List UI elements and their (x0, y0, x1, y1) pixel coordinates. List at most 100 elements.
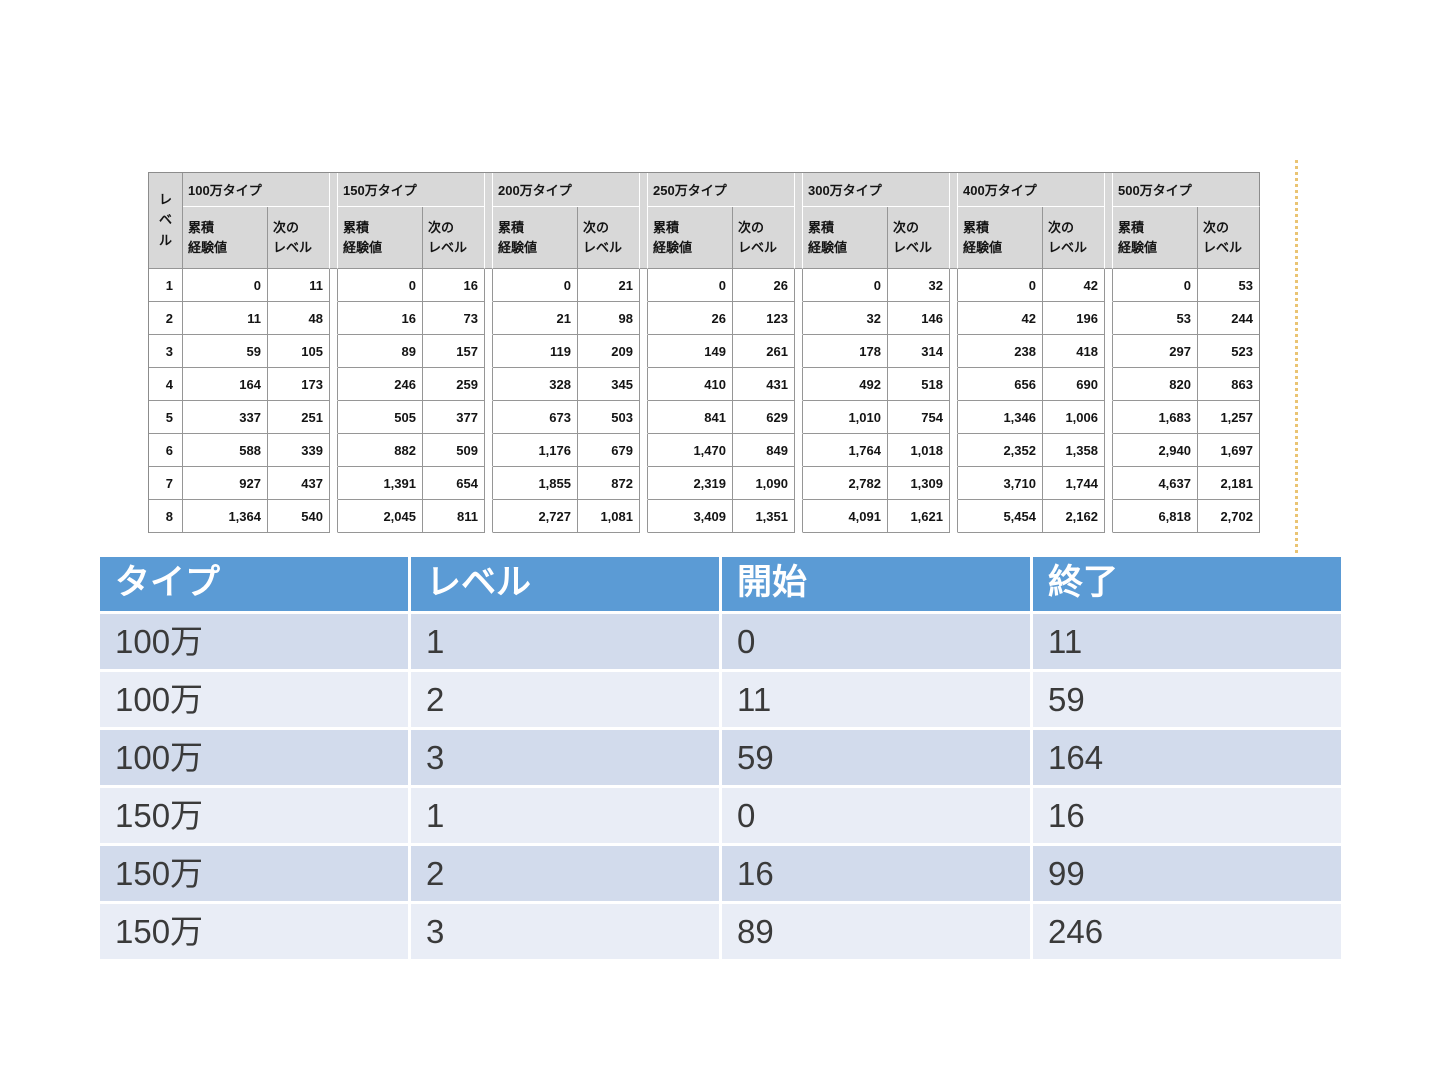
exp-table-next-level-cell: 863 (1198, 368, 1260, 401)
exp-table-next-level-header: 次の レベル (1198, 207, 1260, 269)
exp-table-group-spacer (330, 401, 338, 434)
exp-table-next-level-cell: 339 (268, 434, 330, 467)
exp-table-cumulative-cell: 2,940 (1113, 434, 1198, 467)
exp-table-group-spacer (950, 173, 958, 269)
exp-table-cumulative-cell: 337 (183, 401, 268, 434)
exp-table-group-spacer (1105, 434, 1113, 467)
exp-table-next-level-cell: 431 (733, 368, 795, 401)
exp-table-next-level-cell: 377 (423, 401, 485, 434)
exp-table-next-level-cell: 48 (268, 302, 330, 335)
exp-table-cumulative-cell: 164 (183, 368, 268, 401)
exp-table-next-level-cell: 1,309 (888, 467, 950, 500)
exp-table-next-level-cell: 1,697 (1198, 434, 1260, 467)
exp-table-cumulative-cell: 841 (648, 401, 733, 434)
exp-table-level-cell: 7 (149, 467, 183, 500)
exp-table-cumulative-cell: 492 (803, 368, 888, 401)
exp-table-group-spacer (640, 302, 648, 335)
exp-table-cumulative-cell: 246 (338, 368, 423, 401)
exp-table-group-spacer (795, 269, 803, 302)
exp-table-cumulative-cell: 2,319 (648, 467, 733, 500)
exp-table-group-spacer (485, 269, 493, 302)
exp-table-cumulative-header: 累積 経験値 (1113, 207, 1198, 269)
exp-table-next-level-cell: 26 (733, 269, 795, 302)
exp-table-next-level-cell: 754 (888, 401, 950, 434)
exp-table-cumulative-cell: 0 (183, 269, 268, 302)
exp-table-next-level-cell: 518 (888, 368, 950, 401)
exp-table-next-level-cell: 1,621 (888, 500, 950, 533)
summary-cell: 1 (411, 788, 719, 843)
exp-table-cumulative-cell: 1,364 (183, 500, 268, 533)
exp-table-next-level-cell: 540 (268, 500, 330, 533)
exp-table-level-cell: 8 (149, 500, 183, 533)
exp-table-cumulative-cell: 3,409 (648, 500, 733, 533)
exp-table-group-spacer (485, 302, 493, 335)
exp-table-next-level-cell: 105 (268, 335, 330, 368)
exp-table-group-spacer (950, 401, 958, 434)
summary-cell: 3 (411, 730, 719, 785)
exp-table-next-level-cell: 123 (733, 302, 795, 335)
exp-table-cumulative-cell: 0 (493, 269, 578, 302)
exp-table-cumulative-cell: 673 (493, 401, 578, 434)
exp-table-type-header: 400万タイプ (958, 173, 1105, 207)
exp-table-group-spacer (1105, 500, 1113, 533)
exp-table-group-spacer (1105, 368, 1113, 401)
exp-table-next-level-cell: 1,006 (1043, 401, 1105, 434)
exp-table-next-level-cell: 509 (423, 434, 485, 467)
exp-table-cumulative-cell: 2,782 (803, 467, 888, 500)
exp-table-group-spacer (640, 173, 648, 269)
exp-table-group-spacer (950, 368, 958, 401)
exp-table-next-level-cell: 1,358 (1043, 434, 1105, 467)
exp-table-next-level-cell: 1,744 (1043, 467, 1105, 500)
exp-table-group-spacer (795, 434, 803, 467)
exp-table-group-spacer (1105, 335, 1113, 368)
exp-table-cumulative-cell: 1,855 (493, 467, 578, 500)
exp-table-group-spacer (640, 335, 648, 368)
exp-table-next-level-header: 次の レベル (423, 207, 485, 269)
exp-table-next-level-cell: 1,090 (733, 467, 795, 500)
exp-table-group-spacer (640, 368, 648, 401)
exp-table-type-header: 300万タイプ (803, 173, 950, 207)
exp-table-next-level-cell: 811 (423, 500, 485, 533)
exp-table-cumulative-cell: 3,710 (958, 467, 1043, 500)
exp-table-cumulative-cell: 53 (1113, 302, 1198, 335)
exp-table-next-level-cell: 32 (888, 269, 950, 302)
exp-table-next-level-cell: 16 (423, 269, 485, 302)
exp-table-level-cell: 2 (149, 302, 183, 335)
exp-table-cumulative-cell: 0 (338, 269, 423, 302)
exp-table-cumulative-cell: 119 (493, 335, 578, 368)
exp-table-cumulative-cell: 0 (648, 269, 733, 302)
exp-table-level-cell: 5 (149, 401, 183, 434)
summary-cell: 100万 (100, 672, 408, 727)
exp-table-group-spacer (950, 302, 958, 335)
exp-table-group-spacer (640, 401, 648, 434)
summary-cell: 100万 (100, 730, 408, 785)
exp-table-type-header: 200万タイプ (493, 173, 640, 207)
summary-cell: 150万 (100, 788, 408, 843)
exp-table-level-cell: 6 (149, 434, 183, 467)
exp-table: レベル 100万タイプ 150万タイプ 200万タイプ 250万タイプ 300万タイプ 40… (148, 172, 1260, 533)
exp-table-next-level-cell: 690 (1043, 368, 1105, 401)
exp-table-group-spacer (330, 335, 338, 368)
summary-table: タイプ レベル 開始 終了 100万 1 0 11 100万 2 11 59 100万 3 59 164 150… (100, 557, 1341, 959)
exp-table-next-level-cell: 173 (268, 368, 330, 401)
exp-table-next-level-cell: 1,018 (888, 434, 950, 467)
exp-table-cumulative-cell: 0 (958, 269, 1043, 302)
exp-table-next-level-cell: 345 (578, 368, 640, 401)
exp-table-next-level-header: 次の レベル (888, 207, 950, 269)
summary-cell: 11 (1033, 614, 1341, 669)
summary-cell: 2 (411, 672, 719, 727)
exp-table-group-spacer (485, 173, 493, 269)
exp-table-cumulative-header: 累積 経験値 (648, 207, 733, 269)
exp-table-next-level-cell: 11 (268, 269, 330, 302)
exp-table-level-cell: 1 (149, 269, 183, 302)
summary-cell: 164 (1033, 730, 1341, 785)
exp-table-next-level-cell: 679 (578, 434, 640, 467)
exp-table-group-spacer (330, 269, 338, 302)
summary-cell: 2 (411, 846, 719, 901)
exp-table-cumulative-cell: 1,346 (958, 401, 1043, 434)
exp-table-cumulative-cell: 32 (803, 302, 888, 335)
exp-table-cumulative-header: 累積 経験値 (958, 207, 1043, 269)
exp-table-group-spacer (330, 500, 338, 533)
exp-table-cumulative-cell: 588 (183, 434, 268, 467)
summary-cell: 1 (411, 614, 719, 669)
